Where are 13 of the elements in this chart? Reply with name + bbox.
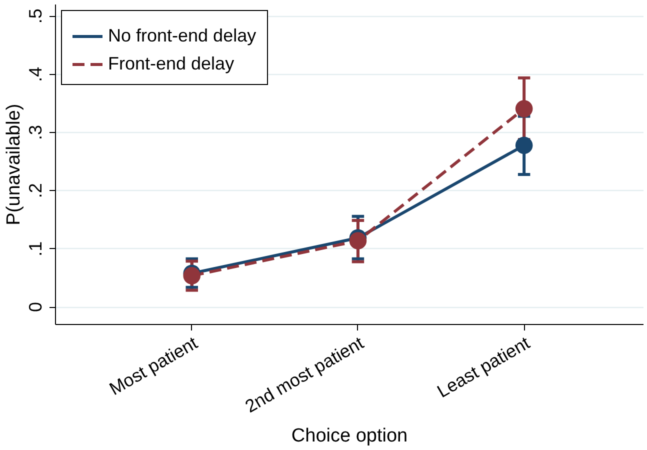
- y-tick-label: .1: [26, 241, 46, 256]
- point: [349, 232, 367, 250]
- y-tick-label: .4: [26, 66, 46, 82]
- point: [515, 136, 533, 154]
- y-tick-label: 0: [26, 302, 46, 312]
- legend-label: Front-end delay: [108, 54, 234, 74]
- y-tick-label: .5: [26, 8, 46, 24]
- y-axis-title: P(unavailable): [4, 104, 24, 226]
- point: [515, 100, 533, 118]
- x-axis-title: Choice option: [291, 426, 408, 447]
- y-tick-label: .3: [26, 124, 46, 140]
- legend-label: No front-end delay: [108, 26, 256, 46]
- y-tick-label: .2: [26, 183, 46, 198]
